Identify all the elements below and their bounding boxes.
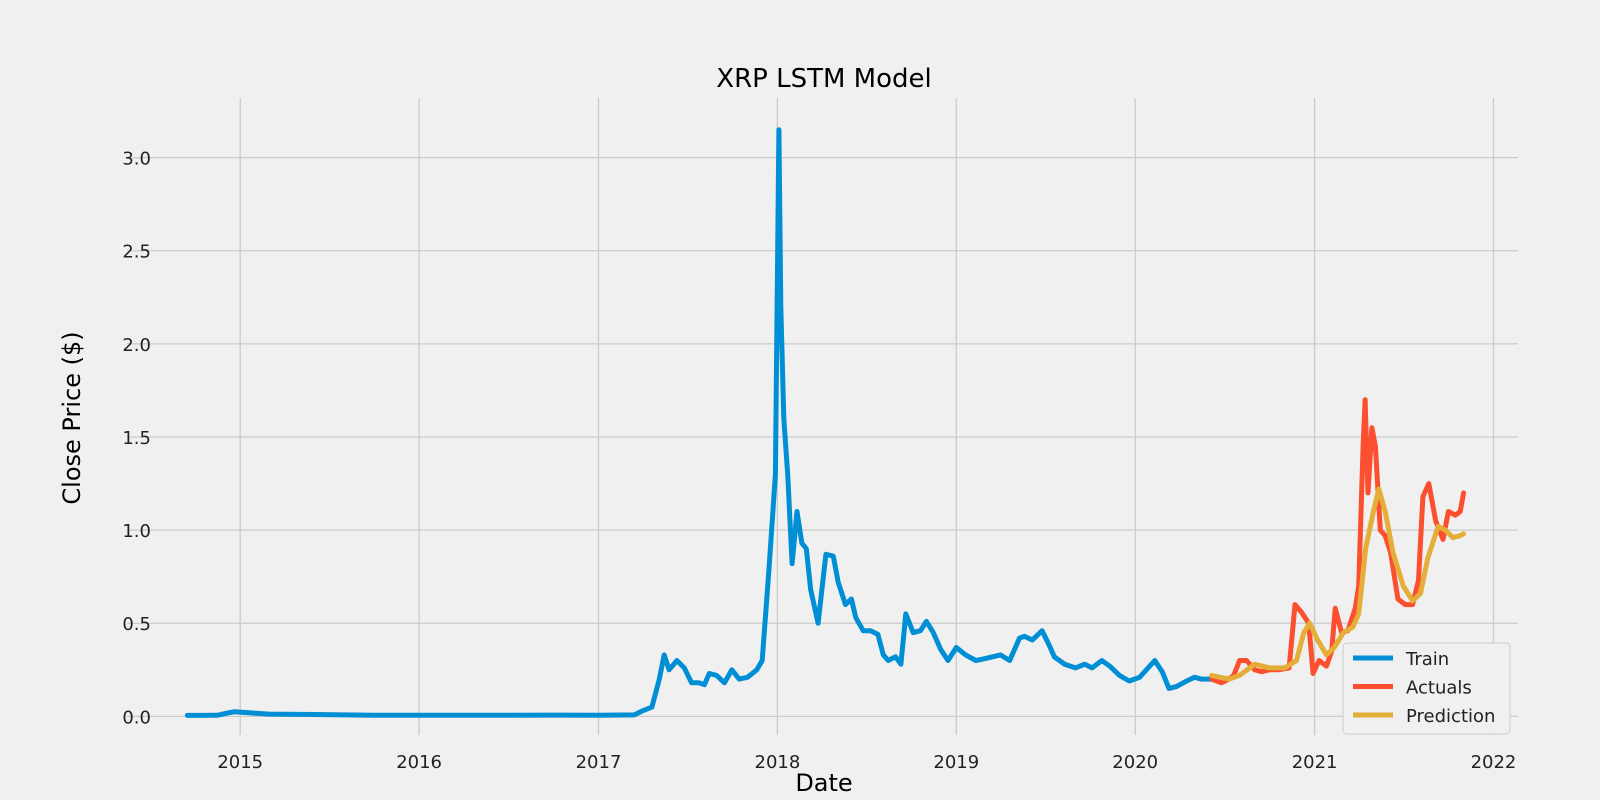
x-tick-label: 2022 [1471,752,1517,773]
series-layer [184,127,1467,718]
legend-label-actuals: Actuals [1406,678,1472,699]
y-tick-label: 1.5 [122,428,151,449]
y-tick-label: 3.0 [122,149,151,170]
legend: Train Actuals Prediction [1342,642,1511,735]
y-tick-label: 0.0 [122,707,151,728]
legend-box [1342,642,1511,735]
x-tick-label: 2018 [755,752,801,773]
series-line-train [184,127,1215,718]
series-line-actuals [1209,397,1467,686]
tick-labels: 2015 2016 2017 2018 2019 2020 2021 2022 0.0 0.5 1.… [122,149,1516,773]
x-tick-label: 2016 [396,752,442,773]
x-tick-label: 2017 [576,752,622,773]
legend-label-prediction: Prediction [1406,706,1495,727]
legend-label-train: Train [1405,649,1449,670]
y-tick-label: 0.5 [122,614,151,635]
y-axis-label: Close Price ($) [58,331,86,504]
x-tick-label: 2020 [1112,752,1158,773]
x-tick-label: 2015 [217,752,263,773]
y-tick-label: 2.0 [122,335,151,356]
x-tick-label: 2019 [933,752,979,773]
x-tick-label: 2021 [1292,752,1338,773]
y-tick-label: 2.5 [122,242,151,263]
x-axis-label: Date [795,769,852,797]
y-tick-label: 1.0 [122,521,151,542]
series-line-prediction [1209,486,1467,682]
chart-title: XRP LSTM Model [716,64,931,94]
